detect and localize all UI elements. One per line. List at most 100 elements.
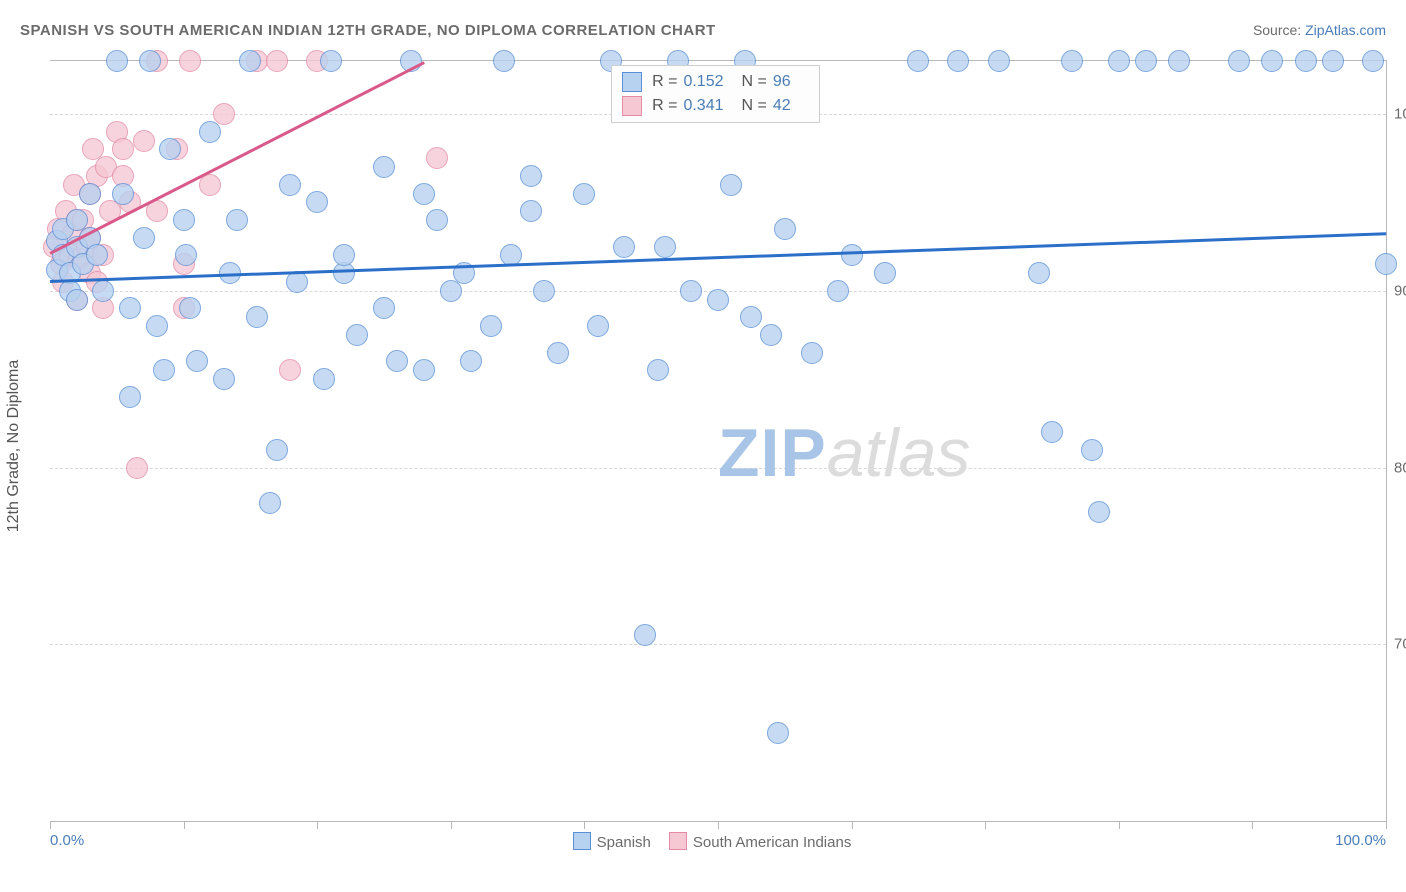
data-point-series1[interactable] bbox=[520, 165, 542, 187]
data-point-series1[interactable] bbox=[313, 368, 335, 390]
data-point-series2[interactable] bbox=[112, 138, 134, 160]
data-point-series1[interactable] bbox=[613, 236, 635, 258]
data-point-series2[interactable] bbox=[133, 130, 155, 152]
data-point-series1[interactable] bbox=[159, 138, 181, 160]
data-point-series1[interactable] bbox=[707, 289, 729, 311]
data-point-series1[interactable] bbox=[106, 50, 128, 72]
data-point-series1[interactable] bbox=[1108, 50, 1130, 72]
source-link[interactable]: ZipAtlas.com bbox=[1305, 22, 1386, 38]
data-point-series1[interactable] bbox=[573, 183, 595, 205]
data-point-series2[interactable] bbox=[179, 50, 201, 72]
data-point-series1[interactable] bbox=[1322, 50, 1344, 72]
data-point-series1[interactable] bbox=[1295, 50, 1317, 72]
data-point-series1[interactable] bbox=[493, 50, 515, 72]
data-point-series1[interactable] bbox=[119, 386, 141, 408]
watermark: ZIPatlas bbox=[718, 414, 970, 492]
source-attribution: Source: ZipAtlas.com bbox=[1253, 22, 1386, 38]
source-label: Source: bbox=[1253, 22, 1305, 38]
x-tick bbox=[50, 821, 51, 829]
data-point-series1[interactable] bbox=[266, 439, 288, 461]
data-point-series1[interactable] bbox=[1168, 50, 1190, 72]
r-value: 0.341 bbox=[683, 97, 723, 115]
data-point-series1[interactable] bbox=[440, 280, 462, 302]
data-point-series1[interactable] bbox=[246, 306, 268, 328]
data-point-series1[interactable] bbox=[801, 342, 823, 364]
x-tick bbox=[1252, 821, 1253, 829]
data-point-series1[interactable] bbox=[1088, 501, 1110, 523]
data-point-series1[interactable] bbox=[740, 306, 762, 328]
data-point-series1[interactable] bbox=[1135, 50, 1157, 72]
n-value: 42 bbox=[773, 97, 791, 115]
data-point-series1[interactable] bbox=[426, 209, 448, 231]
data-point-series1[interactable] bbox=[333, 244, 355, 266]
data-point-series1[interactable] bbox=[179, 297, 201, 319]
data-point-series1[interactable] bbox=[480, 315, 502, 337]
data-point-series1[interactable] bbox=[373, 297, 395, 319]
data-point-series1[interactable] bbox=[947, 50, 969, 72]
data-point-series1[interactable] bbox=[460, 350, 482, 372]
data-point-series1[interactable] bbox=[320, 50, 342, 72]
data-point-series1[interactable] bbox=[119, 297, 141, 319]
data-point-series1[interactable] bbox=[112, 183, 134, 205]
data-point-series1[interactable] bbox=[1228, 50, 1250, 72]
data-point-series2[interactable] bbox=[279, 359, 301, 381]
data-point-series1[interactable] bbox=[213, 368, 235, 390]
data-point-series1[interactable] bbox=[841, 244, 863, 266]
data-point-series2[interactable] bbox=[266, 50, 288, 72]
data-point-series2[interactable] bbox=[126, 457, 148, 479]
data-point-series1[interactable] bbox=[1041, 421, 1063, 443]
data-point-series1[interactable] bbox=[1362, 50, 1384, 72]
legend-bottom: SpanishSouth American Indians bbox=[0, 832, 1406, 851]
data-point-series1[interactable] bbox=[279, 174, 301, 196]
data-point-series1[interactable] bbox=[79, 183, 101, 205]
data-point-series1[interactable] bbox=[988, 50, 1010, 72]
data-point-series1[interactable] bbox=[259, 492, 281, 514]
data-point-series1[interactable] bbox=[547, 342, 569, 364]
data-point-series1[interactable] bbox=[587, 315, 609, 337]
data-point-series1[interactable] bbox=[874, 262, 896, 284]
data-point-series1[interactable] bbox=[413, 183, 435, 205]
data-point-series1[interactable] bbox=[239, 50, 261, 72]
data-point-series1[interactable] bbox=[133, 227, 155, 249]
chart-container: SPANISH VS SOUTH AMERICAN INDIAN 12TH GR… bbox=[0, 0, 1406, 892]
data-point-series1[interactable] bbox=[199, 121, 221, 143]
y-tick-label: 70.0% bbox=[1394, 636, 1406, 653]
r-label: R = bbox=[652, 97, 677, 115]
data-point-series1[interactable] bbox=[175, 244, 197, 266]
data-point-series1[interactable] bbox=[226, 209, 248, 231]
data-point-series1[interactable] bbox=[1061, 50, 1083, 72]
data-point-series1[interactable] bbox=[173, 209, 195, 231]
data-point-series1[interactable] bbox=[413, 359, 435, 381]
data-point-series1[interactable] bbox=[146, 315, 168, 337]
data-point-series1[interactable] bbox=[680, 280, 702, 302]
data-point-series1[interactable] bbox=[767, 722, 789, 744]
data-point-series1[interactable] bbox=[186, 350, 208, 372]
data-point-series2[interactable] bbox=[199, 174, 221, 196]
data-point-series1[interactable] bbox=[634, 624, 656, 646]
data-point-series1[interactable] bbox=[720, 174, 742, 196]
data-point-series1[interactable] bbox=[1261, 50, 1283, 72]
data-point-series1[interactable] bbox=[647, 359, 669, 381]
data-point-series2[interactable] bbox=[426, 147, 448, 169]
data-point-series1[interactable] bbox=[153, 359, 175, 381]
data-point-series1[interactable] bbox=[1081, 439, 1103, 461]
data-point-series1[interactable] bbox=[827, 280, 849, 302]
data-point-series1[interactable] bbox=[92, 280, 114, 302]
data-point-series1[interactable] bbox=[86, 244, 108, 266]
data-point-series1[interactable] bbox=[533, 280, 555, 302]
data-point-series1[interactable] bbox=[346, 324, 368, 346]
data-point-series1[interactable] bbox=[373, 156, 395, 178]
data-point-series1[interactable] bbox=[66, 289, 88, 311]
data-point-series1[interactable] bbox=[1375, 253, 1397, 275]
data-point-series1[interactable] bbox=[760, 324, 782, 346]
data-point-series1[interactable] bbox=[386, 350, 408, 372]
data-point-series1[interactable] bbox=[654, 236, 676, 258]
data-point-series1[interactable] bbox=[774, 218, 796, 240]
data-point-series1[interactable] bbox=[520, 200, 542, 222]
data-point-series1[interactable] bbox=[139, 50, 161, 72]
data-point-series1[interactable] bbox=[907, 50, 929, 72]
r-value: 0.152 bbox=[683, 73, 723, 91]
data-point-series1[interactable] bbox=[286, 271, 308, 293]
data-point-series1[interactable] bbox=[1028, 262, 1050, 284]
data-point-series1[interactable] bbox=[306, 191, 328, 213]
